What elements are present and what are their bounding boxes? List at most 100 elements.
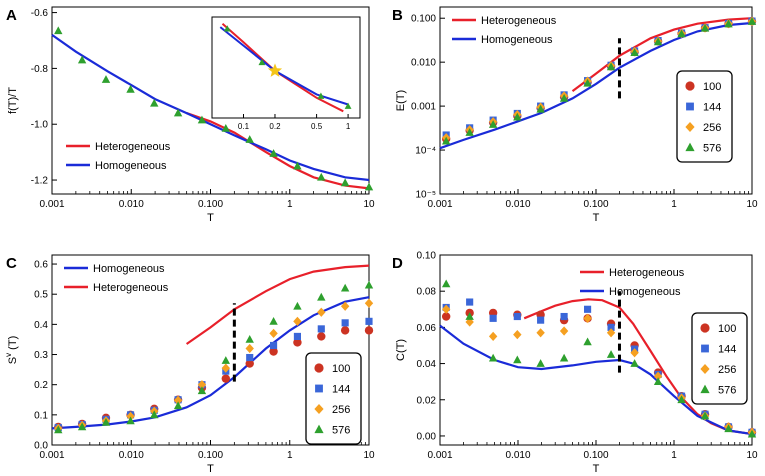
data-point-576 [630, 359, 639, 367]
y-tick-label: 10⁻⁴ [415, 146, 436, 157]
panel-c: C 0.001 0.010 0.100 1 10 0.0 0.1 0.2 0.3 0.4 0.5 0.6… [4, 254, 375, 475]
data-point-576 [606, 350, 616, 358]
data-point-144 [560, 312, 568, 321]
inset-x-tick-label: 0.2 [269, 122, 281, 131]
data-point-576 [488, 120, 498, 128]
y-axis-label-sup: v [4, 353, 13, 357]
x-tick-label: 0.010 [505, 199, 530, 210]
data-point-256 [583, 313, 592, 323]
data-point-256 [441, 304, 451, 314]
data-point-576 [441, 279, 451, 288]
legend-marker-256 [314, 403, 324, 415]
data-point-576 [126, 84, 135, 93]
series-line-heterogeneous [186, 112, 370, 190]
data-point-576 [340, 178, 350, 187]
x-tick-label: 0.100 [583, 450, 608, 461]
inset-data-point [317, 92, 325, 99]
legend-marker-256 [685, 121, 695, 133]
y-tick-label: 0.0 [34, 441, 48, 452]
legend-marker-256 [700, 363, 710, 375]
data-point-100 [293, 338, 302, 347]
data-point-576 [197, 115, 207, 124]
data-point-100 [269, 347, 278, 356]
data-point-576 [441, 136, 451, 145]
data-point-144 [513, 312, 521, 321]
x-axis-label: T [593, 463, 600, 475]
data-point-576 [364, 280, 374, 289]
data-point-576 [340, 283, 350, 292]
y-tick-label: 0.2 [34, 380, 48, 391]
x-tick-label: 0.001 [39, 199, 64, 210]
data-point-576 [724, 424, 733, 433]
data-point-144 [246, 353, 254, 362]
legend-label: 256 [703, 122, 721, 134]
data-point-256 [630, 348, 639, 358]
data-point-576 [559, 93, 569, 102]
data-point-576 [465, 312, 474, 320]
data-point-576 [101, 75, 111, 83]
y-tick-label: 0.4 [34, 320, 48, 331]
x-tick-label: 0.100 [583, 199, 608, 210]
y-tick-label: 0.04 [417, 359, 437, 370]
data-point-144 [270, 341, 278, 350]
data-point-576 [317, 292, 326, 301]
legend-label: Heterogeneous [481, 15, 557, 27]
panel-a: A 0.001 0.010 0.100 1 10 -0.6 -0.8 -1.0 -1.2 Tf(T)… [6, 6, 375, 224]
y-tick-label: 0.10 [417, 251, 437, 262]
y-axis-label: C(T) [395, 339, 407, 361]
data-point-256 [317, 307, 326, 317]
x-tick-label: 0.010 [119, 199, 144, 210]
legend-label: Homogeneous [95, 160, 167, 172]
data-point-576 [513, 112, 522, 121]
data-point-576 [606, 62, 616, 71]
data-point-576 [245, 335, 254, 343]
legend-marker-100 [314, 363, 324, 373]
data-point-100 [221, 374, 231, 383]
data-point-576 [747, 429, 757, 438]
legend-label: 576 [703, 143, 721, 155]
legend-label: 144 [718, 344, 736, 356]
data-point-256 [536, 328, 545, 338]
y-tick-label: 0.06 [417, 323, 437, 334]
data-point-256 [606, 328, 616, 338]
data-point-576 [317, 172, 326, 181]
data-point-100 [364, 326, 374, 335]
data-point-256 [221, 363, 231, 373]
data-point-144 [584, 305, 592, 313]
data-point-576 [54, 425, 63, 434]
data-point-100 [441, 312, 451, 321]
data-point-576 [630, 48, 639, 56]
data-point-576 [173, 108, 183, 117]
x-tick-label: 0.010 [505, 450, 530, 461]
data-point-576 [77, 422, 87, 431]
y-tick-label: 0.5 [34, 290, 48, 301]
y-tick-label: 0.001 [411, 102, 436, 113]
data-point-576 [293, 301, 302, 310]
data-point-576 [269, 316, 278, 325]
x-tick-label: 0.001 [427, 450, 452, 461]
data-point-576 [54, 26, 63, 35]
legend-marker-100 [700, 323, 710, 333]
data-point-576 [724, 19, 733, 28]
y-axis-label: E(T) [395, 90, 407, 111]
data-point-100 [245, 359, 254, 368]
x-tick-label: 0.100 [198, 450, 223, 461]
data-point-576 [150, 98, 159, 107]
data-point-576 [677, 395, 686, 404]
x-tick-label: 10 [363, 199, 375, 210]
marker-legend-box [305, 352, 362, 445]
series-line-heterogeneous [571, 17, 753, 92]
star-marker [267, 63, 283, 77]
legend-label: Homogeneous [481, 34, 553, 46]
panel-letter: B [392, 7, 403, 24]
data-point-576 [293, 161, 302, 170]
data-point-256 [293, 316, 302, 326]
y-tick-label: 0.010 [411, 58, 436, 69]
data-point-256 [340, 301, 350, 311]
panel-letter: D [392, 255, 403, 272]
data-point-144 [365, 317, 373, 325]
data-point-576 [583, 78, 592, 87]
legend-marker-576 [685, 142, 695, 152]
